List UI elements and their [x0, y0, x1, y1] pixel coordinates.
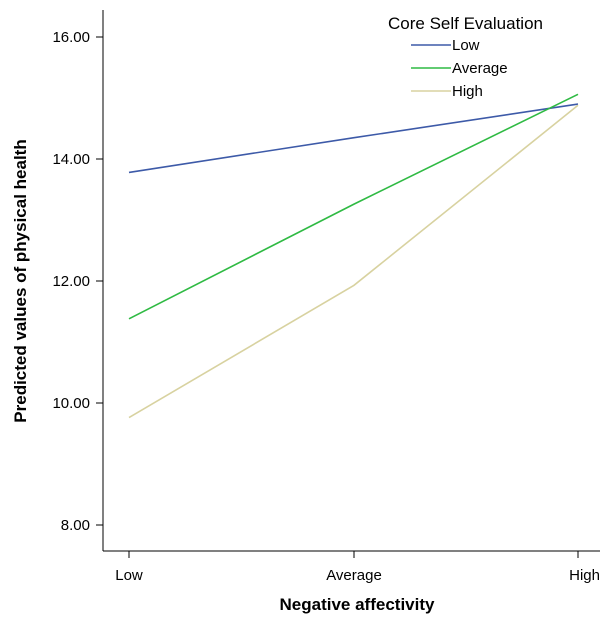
- plot-frame: [102, 10, 600, 552]
- y-axis-title: Predicted values of physical health: [11, 139, 30, 422]
- series-line-high: [128, 104, 579, 419]
- series-lines: [128, 93, 579, 419]
- legend: Core Self Evaluation Low Average High: [388, 14, 543, 100]
- x-axis-ticks: Low Average High: [115, 551, 600, 584]
- y-tick-label: 14.00: [52, 151, 90, 168]
- y-tick-label: 16.00: [52, 29, 90, 46]
- x-tick-label: Average: [326, 567, 382, 584]
- legend-label-high: High: [452, 83, 483, 100]
- legend-label-average: Average: [452, 60, 508, 77]
- x-tick-label: Low: [115, 567, 143, 584]
- x-axis-title: Negative affectivity: [280, 595, 435, 614]
- legend-label-low: Low: [452, 37, 480, 54]
- legend-title: Core Self Evaluation: [388, 14, 543, 33]
- y-tick-label: 12.00: [52, 273, 90, 290]
- x-tick-label: High: [569, 567, 600, 584]
- y-axis-ticks: 8.00 10.00 12.00 14.00 16.00: [52, 29, 103, 534]
- y-tick-label: 8.00: [61, 517, 90, 534]
- series-line-low: [128, 103, 579, 174]
- series-line-average: [128, 93, 579, 320]
- y-tick-label: 10.00: [52, 395, 90, 412]
